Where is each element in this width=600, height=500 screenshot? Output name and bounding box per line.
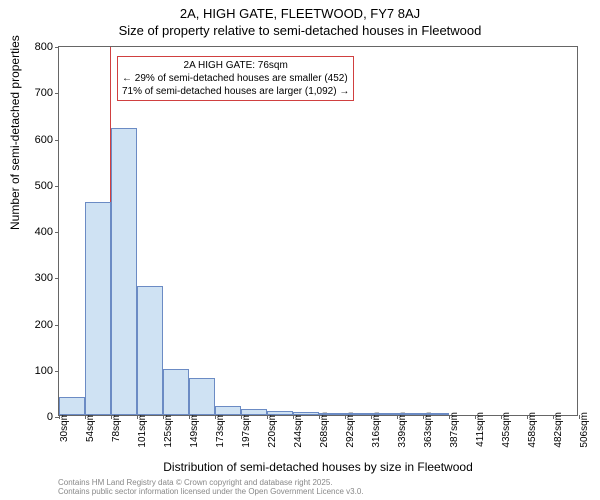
y-tick-mark: [55, 371, 59, 372]
y-tick-label: 600: [21, 134, 53, 146]
x-tick-label: 244sqm: [293, 412, 304, 448]
footer-line2: Contains public sector information licen…: [58, 487, 364, 497]
x-tick-label: 78sqm: [111, 412, 122, 442]
x-tick-label: 339sqm: [397, 412, 408, 448]
x-tick-mark: [189, 415, 190, 419]
y-tick-mark: [55, 278, 59, 279]
x-tick-label: 363sqm: [423, 412, 434, 448]
y-tick-mark: [55, 186, 59, 187]
histogram-bar: [85, 202, 111, 415]
y-tick-label: 700: [21, 87, 53, 99]
x-tick-label: 387sqm: [449, 412, 460, 448]
footer-attribution: Contains HM Land Registry data © Crown c…: [58, 478, 364, 497]
x-tick-mark: [501, 415, 502, 419]
x-tick-label: 173sqm: [215, 412, 226, 448]
y-tick-mark: [55, 325, 59, 326]
x-tick-label: 506sqm: [579, 412, 590, 448]
x-tick-label: 125sqm: [163, 412, 174, 448]
x-tick-label: 458sqm: [527, 412, 538, 448]
x-tick-label: 411sqm: [475, 412, 486, 447]
histogram-bar: [215, 406, 241, 415]
x-tick-label: 101sqm: [137, 412, 148, 448]
histogram-bar: [345, 413, 371, 415]
histogram-bar: [189, 378, 215, 415]
x-tick-mark: [371, 415, 372, 419]
x-tick-mark: [59, 415, 60, 419]
x-tick-mark: [319, 415, 320, 419]
y-tick-label: 400: [21, 226, 53, 238]
annotation-box: 2A HIGH GATE: 76sqm ← 29% of semi-detach…: [117, 56, 354, 101]
x-tick-mark: [579, 415, 580, 419]
x-tick-label: 54sqm: [85, 412, 96, 442]
x-tick-mark: [449, 415, 450, 419]
x-tick-mark: [475, 415, 476, 419]
y-tick-label: 500: [21, 180, 53, 192]
x-tick-label: 268sqm: [319, 412, 330, 448]
histogram-bar: [267, 411, 293, 415]
y-tick-label: 200: [21, 319, 53, 331]
y-tick-mark: [55, 140, 59, 141]
footer-line1: Contains HM Land Registry data © Crown c…: [58, 478, 364, 488]
histogram-bar: [59, 397, 85, 416]
x-tick-label: 149sqm: [189, 412, 200, 448]
chart-title-main: 2A, HIGH GATE, FLEETWOOD, FY7 8AJ: [0, 0, 600, 21]
chart-plot-area: 2A HIGH GATE: 76sqm ← 29% of semi-detach…: [58, 46, 578, 416]
x-tick-mark: [345, 415, 346, 419]
x-tick-label: 482sqm: [553, 412, 564, 448]
annotation-line2: ← 29% of semi-detached houses are smalle…: [122, 72, 349, 85]
x-tick-mark: [85, 415, 86, 419]
x-tick-mark: [215, 415, 216, 419]
y-axis-label: Number of semi-detached properties: [8, 35, 22, 230]
y-tick-mark: [55, 232, 59, 233]
histogram-bar: [111, 128, 137, 415]
x-tick-label: 197sqm: [241, 412, 252, 448]
y-tick-label: 800: [21, 41, 53, 53]
x-tick-label: 435sqm: [501, 412, 512, 448]
histogram-bar: [293, 412, 319, 415]
y-tick-label: 0: [21, 411, 53, 423]
histogram-bar: [319, 413, 345, 415]
x-axis-label: Distribution of semi-detached houses by …: [58, 460, 578, 474]
x-tick-mark: [397, 415, 398, 419]
y-tick-mark: [55, 93, 59, 94]
x-tick-mark: [163, 415, 164, 419]
x-tick-label: 30sqm: [59, 412, 70, 442]
x-tick-mark: [553, 415, 554, 419]
x-tick-mark: [293, 415, 294, 419]
x-tick-label: 316sqm: [371, 412, 382, 448]
x-tick-mark: [423, 415, 424, 419]
histogram-bar: [423, 413, 449, 415]
histogram-bar: [137, 286, 163, 416]
x-tick-mark: [111, 415, 112, 419]
y-tick-label: 100: [21, 365, 53, 377]
x-tick-label: 220sqm: [267, 412, 278, 448]
histogram-bar: [241, 409, 267, 415]
chart-title-sub: Size of property relative to semi-detach…: [0, 21, 600, 38]
x-tick-mark: [527, 415, 528, 419]
histogram-bar: [397, 413, 423, 415]
y-tick-label: 300: [21, 272, 53, 284]
y-tick-mark: [55, 47, 59, 48]
x-tick-label: 292sqm: [345, 412, 356, 448]
annotation-line1: 2A HIGH GATE: 76sqm: [122, 59, 349, 72]
histogram-bar: [163, 369, 189, 415]
histogram-bar: [371, 413, 397, 415]
annotation-line3: 71% of semi-detached houses are larger (…: [122, 85, 349, 98]
x-tick-mark: [267, 415, 268, 419]
x-tick-mark: [137, 415, 138, 419]
x-tick-mark: [241, 415, 242, 419]
